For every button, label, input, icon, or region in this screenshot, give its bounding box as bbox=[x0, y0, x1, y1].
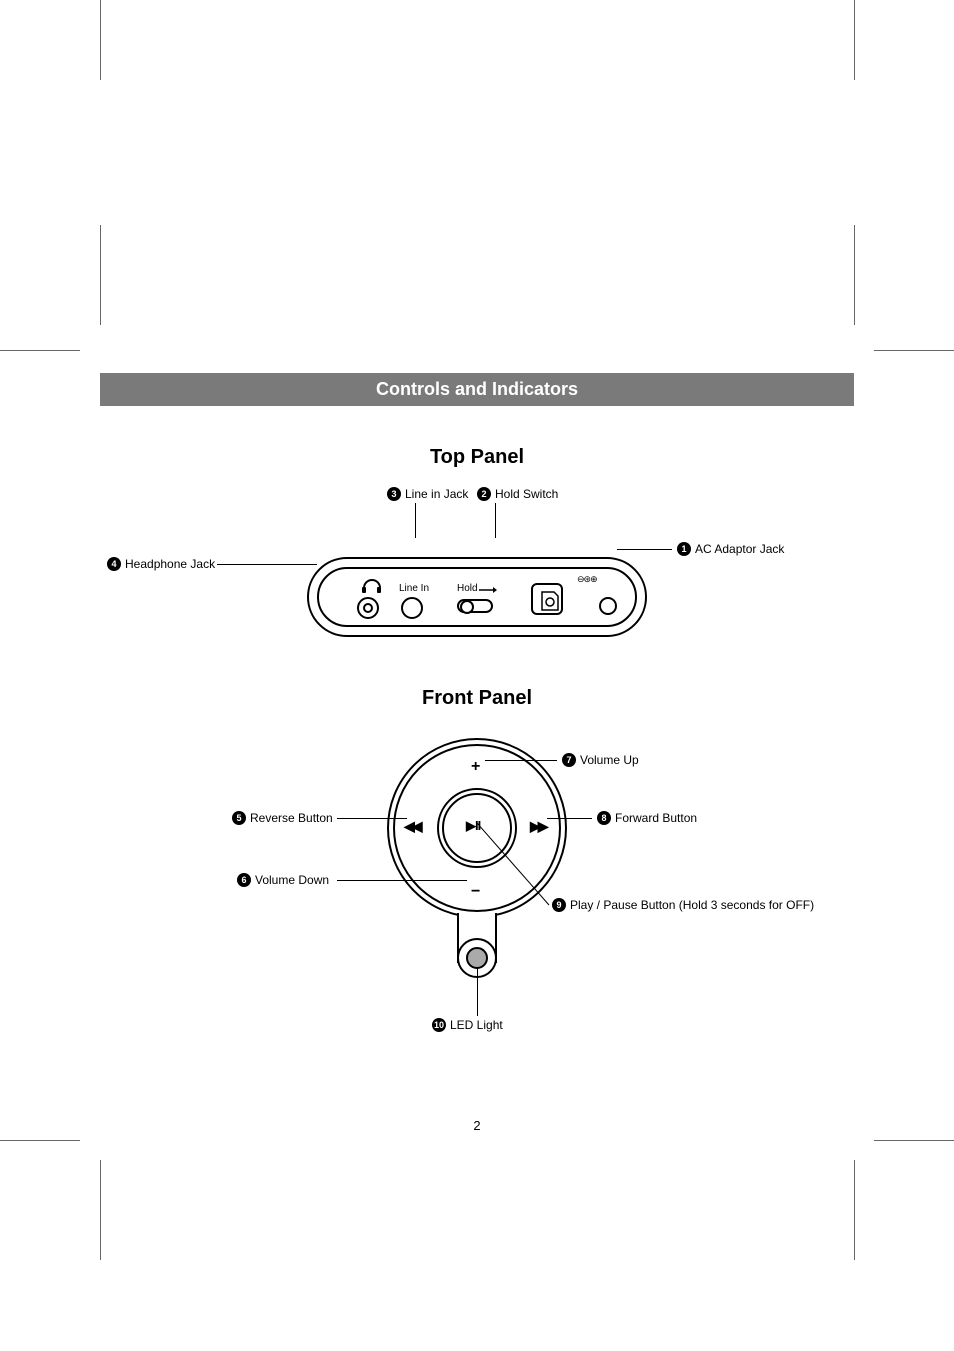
callout-number: 2 bbox=[477, 487, 491, 501]
reverse-icon: ◀◀ bbox=[404, 818, 420, 835]
callout-text: Volume Down bbox=[255, 873, 329, 887]
crop-mark bbox=[100, 0, 101, 80]
callout-number: 7 bbox=[562, 753, 576, 767]
callout-number: 5 bbox=[232, 811, 246, 825]
callout-volume-down: 6 Volume Down bbox=[237, 873, 329, 887]
callout-number: 1 bbox=[677, 542, 691, 556]
page-number: 2 bbox=[90, 1118, 864, 1133]
crop-mark bbox=[874, 1140, 954, 1141]
crop-mark bbox=[854, 0, 855, 80]
front-panel-title: Front Panel bbox=[90, 687, 864, 710]
hold-arrow-icon bbox=[479, 587, 497, 593]
headphone-jack-hole bbox=[357, 597, 379, 619]
leader-line bbox=[485, 760, 557, 761]
callout-number: 6 bbox=[237, 873, 251, 887]
callout-text: Play / Pause Button (Hold 3 seconds for … bbox=[570, 898, 814, 912]
callout-play-pause: 9 Play / Pause Button (Hold 3 seconds fo… bbox=[552, 898, 814, 912]
section-header: Controls and Indicators bbox=[100, 373, 854, 406]
page-content: Controls and Indicators Top Panel 3 Line… bbox=[90, 363, 864, 1143]
callout-text: LED Light bbox=[450, 1018, 503, 1032]
callout-text: Reverse Button bbox=[250, 811, 333, 825]
callout-text: Volume Up bbox=[580, 753, 639, 767]
callout-headphone: 4 Headphone Jack bbox=[107, 557, 215, 571]
callout-number: 10 bbox=[432, 1018, 446, 1032]
callout-text: AC Adaptor Jack bbox=[695, 542, 784, 556]
callout-text: Headphone Jack bbox=[125, 557, 215, 571]
leader-line bbox=[337, 880, 467, 881]
leader-line bbox=[617, 549, 672, 550]
leader-line bbox=[217, 564, 317, 565]
top-panel-title: Top Panel bbox=[90, 446, 864, 469]
crop-mark bbox=[0, 350, 80, 351]
line-in-jack-hole bbox=[401, 597, 423, 619]
callout-number: 9 bbox=[552, 898, 566, 912]
callout-ac-adaptor: 1 AC Adaptor Jack bbox=[677, 542, 784, 556]
callout-number: 4 bbox=[107, 557, 121, 571]
headphone-icon bbox=[363, 579, 381, 593]
crop-mark bbox=[100, 1160, 101, 1260]
crop-mark bbox=[874, 350, 954, 351]
callout-forward: 8 Forward Button bbox=[597, 811, 697, 825]
callout-line-in: 3 Line in Jack bbox=[387, 487, 468, 501]
leader-line bbox=[415, 503, 416, 538]
line-in-label: Line In bbox=[399, 583, 429, 594]
leader-line bbox=[477, 823, 552, 908]
crop-mark bbox=[854, 225, 855, 325]
leader-line bbox=[495, 503, 496, 538]
card-slot bbox=[531, 583, 563, 615]
polarity-icon: ⊖⊛⊕ bbox=[577, 574, 597, 585]
callout-hold-switch: 2 Hold Switch bbox=[477, 487, 558, 501]
callout-text: Hold Switch bbox=[495, 487, 558, 501]
top-device-body: Line In Hold ⊖⊛⊕ bbox=[307, 557, 647, 637]
led-light bbox=[466, 947, 488, 969]
ac-jack-hole bbox=[599, 597, 617, 615]
callout-text: Line in Jack bbox=[405, 487, 468, 501]
callout-text: Forward Button bbox=[615, 811, 697, 825]
leader-line bbox=[547, 818, 592, 819]
callout-led: 10 LED Light bbox=[432, 1018, 503, 1032]
front-panel-diagram: + − ◀◀ ▶▶ ▶II 7 Volume Up 5 Reverse Butt… bbox=[157, 728, 797, 1038]
hold-switch-slot bbox=[457, 599, 493, 613]
hold-label: Hold bbox=[457, 583, 478, 594]
crop-mark bbox=[854, 1160, 855, 1260]
crop-mark bbox=[100, 225, 101, 325]
leader-line bbox=[477, 968, 478, 1016]
callout-number: 8 bbox=[597, 811, 611, 825]
callout-volume-up: 7 Volume Up bbox=[562, 753, 639, 767]
callout-reverse: 5 Reverse Button bbox=[232, 811, 333, 825]
top-panel-diagram: 3 Line in Jack 2 Hold Switch 4 Headphone… bbox=[177, 487, 777, 627]
card-icon bbox=[538, 590, 560, 612]
crop-mark bbox=[0, 1140, 80, 1141]
leader-line bbox=[337, 818, 407, 819]
plus-icon: + bbox=[471, 758, 480, 776]
callout-number: 3 bbox=[387, 487, 401, 501]
